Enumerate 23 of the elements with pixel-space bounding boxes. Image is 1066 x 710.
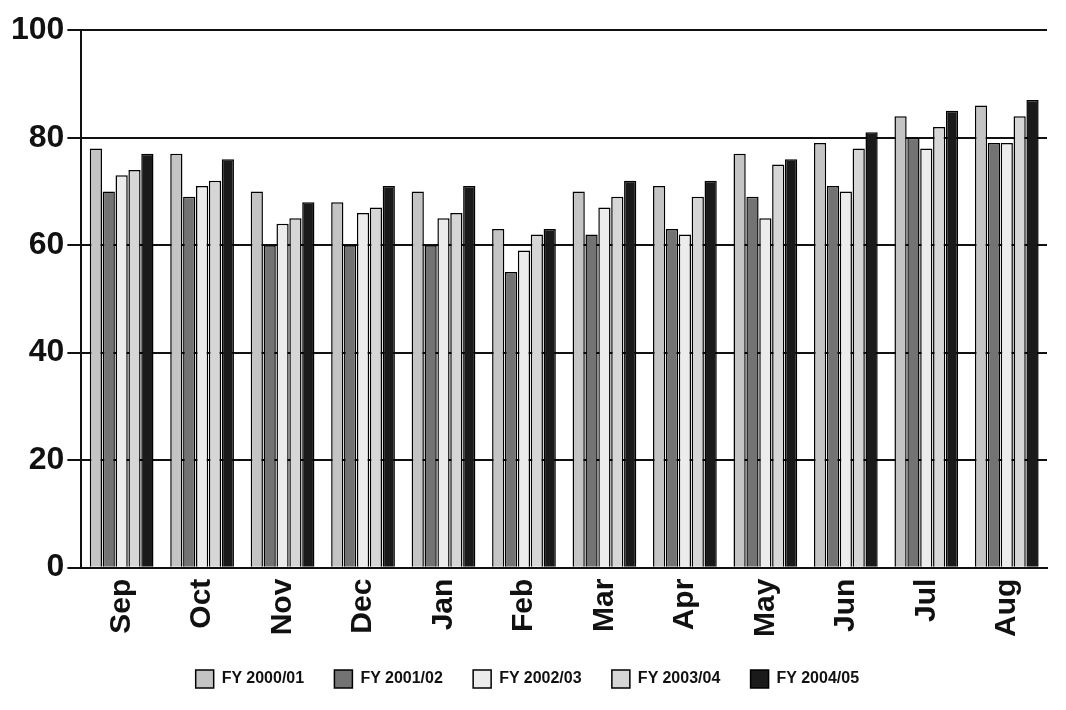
- x-tick-label: Oct: [183, 578, 217, 629]
- legend-label: FY 2001/02: [360, 669, 443, 687]
- x-tick-label: Aug: [988, 578, 1022, 637]
- legend-label: FY 2003/04: [637, 669, 721, 687]
- x-tick-label: Sep: [102, 578, 136, 634]
- y-tick-label: 0: [46, 547, 65, 584]
- x-tick-label: Jul: [907, 578, 941, 622]
- x-tick-label: Mar: [585, 578, 619, 632]
- x-tick-label: Apr: [666, 578, 700, 631]
- x-tick-label: May: [746, 578, 780, 637]
- y-tick-label: 80: [28, 117, 65, 154]
- x-tick-label: Nov: [263, 578, 297, 636]
- x-tick-label: Jan: [424, 578, 458, 631]
- y-tick-label: 60: [28, 225, 65, 261]
- x-tick-label: Feb: [505, 578, 539, 632]
- legend-label: FY 2000/01: [221, 669, 305, 687]
- legend-label: FY 2002/03: [499, 669, 582, 687]
- x-tick-label: Dec: [344, 578, 378, 634]
- y-tick-label: 100: [11, 10, 65, 47]
- y-tick-label: 20: [28, 439, 65, 476]
- y-tick-label: 40: [28, 332, 65, 369]
- legend-label: FY 2004/05: [776, 669, 860, 687]
- x-tick-label: Jun: [827, 578, 861, 632]
